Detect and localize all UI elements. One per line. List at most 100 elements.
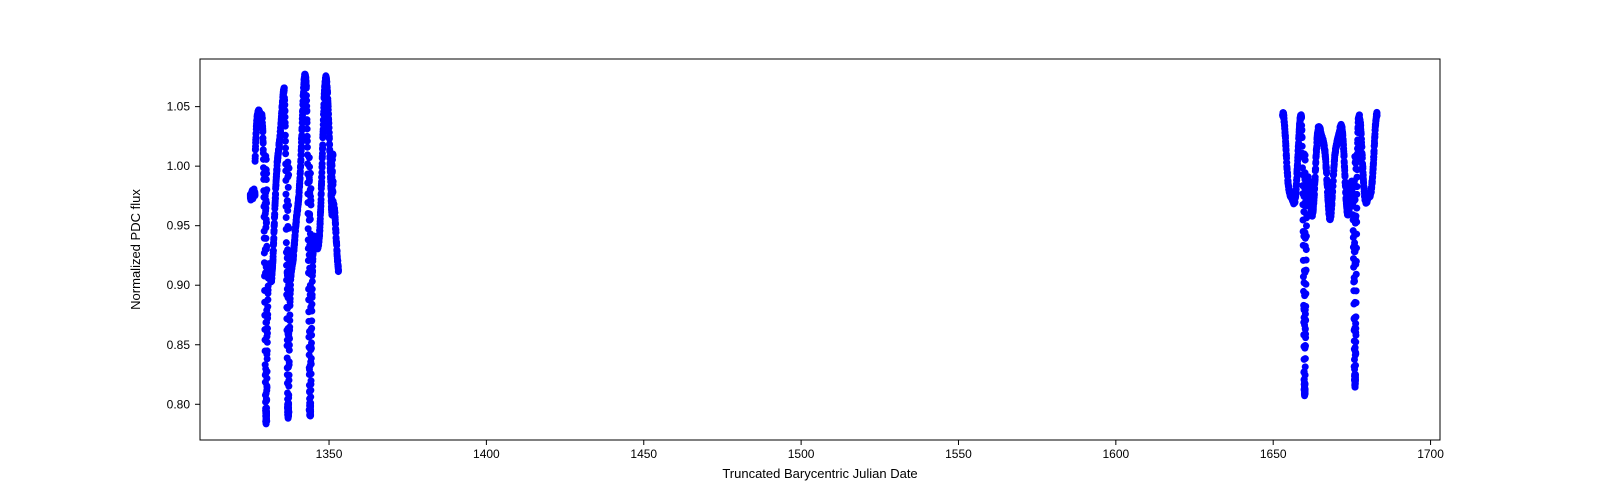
data-point bbox=[285, 408, 292, 415]
data-point bbox=[282, 138, 289, 145]
data-point bbox=[1351, 347, 1358, 354]
data-point bbox=[303, 108, 310, 115]
x-tick-label: 1600 bbox=[1102, 447, 1129, 461]
data-point bbox=[1302, 390, 1309, 397]
data-point bbox=[281, 84, 288, 91]
data-point bbox=[329, 191, 336, 198]
data-point bbox=[1301, 376, 1308, 383]
data-point bbox=[264, 296, 271, 303]
data-point bbox=[1298, 126, 1305, 133]
data-point bbox=[263, 397, 270, 404]
data-point bbox=[1351, 363, 1358, 370]
data-point bbox=[286, 311, 293, 318]
data-point bbox=[1301, 292, 1308, 299]
data-point bbox=[1352, 260, 1359, 267]
data-point bbox=[282, 191, 289, 198]
data-point bbox=[1351, 197, 1358, 204]
y-tick-label: 1.00 bbox=[167, 159, 191, 173]
data-point bbox=[285, 171, 292, 178]
data-point bbox=[285, 294, 292, 301]
data-point bbox=[307, 291, 314, 298]
data-point bbox=[1301, 314, 1308, 321]
data-point bbox=[1352, 213, 1359, 220]
data-point bbox=[1299, 143, 1306, 150]
data-point bbox=[263, 219, 270, 226]
data-point bbox=[262, 319, 269, 326]
data-point bbox=[282, 123, 289, 130]
data-point bbox=[307, 230, 314, 237]
data-point bbox=[307, 170, 314, 177]
data-point bbox=[264, 384, 271, 391]
x-tick-label: 1400 bbox=[473, 447, 500, 461]
data-point bbox=[306, 163, 313, 170]
data-point bbox=[1374, 112, 1381, 119]
data-point bbox=[285, 261, 292, 268]
data-point bbox=[263, 390, 270, 397]
data-point bbox=[1351, 181, 1358, 188]
data-point bbox=[304, 119, 311, 126]
data-point bbox=[304, 138, 311, 145]
data-point bbox=[285, 282, 292, 289]
data-point bbox=[306, 251, 313, 258]
data-point bbox=[1351, 153, 1358, 160]
data-point bbox=[1301, 267, 1308, 274]
data-point bbox=[262, 189, 269, 196]
data-point bbox=[263, 156, 270, 163]
data-point bbox=[307, 393, 314, 400]
x-axis-label: Truncated Barycentric Julian Date bbox=[722, 466, 917, 481]
data-point bbox=[1352, 332, 1359, 339]
data-point bbox=[262, 235, 269, 242]
data-point bbox=[1351, 316, 1358, 323]
data-point bbox=[308, 377, 315, 384]
y-tick-label: 0.90 bbox=[167, 278, 191, 292]
data-point bbox=[304, 125, 311, 132]
data-point bbox=[259, 128, 266, 135]
data-point bbox=[1302, 326, 1309, 333]
y-tick-label: 0.95 bbox=[167, 219, 191, 233]
x-tick-label: 1550 bbox=[945, 447, 972, 461]
data-point bbox=[1302, 355, 1309, 362]
data-point bbox=[307, 269, 314, 276]
data-point bbox=[284, 223, 291, 230]
data-point bbox=[1323, 170, 1330, 177]
data-point bbox=[285, 401, 292, 408]
data-point bbox=[1351, 326, 1358, 333]
data-point bbox=[1352, 220, 1359, 227]
data-point bbox=[1301, 175, 1308, 182]
y-axis-label: Normalized PDC flux bbox=[128, 189, 143, 310]
data-point bbox=[284, 305, 291, 312]
data-point bbox=[1302, 199, 1309, 206]
data-point bbox=[283, 239, 290, 246]
data-point bbox=[282, 150, 289, 157]
data-point bbox=[307, 282, 314, 289]
data-point bbox=[271, 211, 278, 218]
data-point bbox=[306, 190, 313, 197]
data-point bbox=[306, 176, 313, 183]
data-point bbox=[1351, 274, 1358, 281]
data-point bbox=[260, 140, 267, 147]
data-point bbox=[1301, 279, 1308, 286]
data-point bbox=[1303, 257, 1310, 264]
data-point bbox=[263, 351, 270, 358]
data-point bbox=[263, 176, 270, 183]
data-point bbox=[308, 317, 315, 324]
data-point bbox=[284, 197, 291, 204]
data-point bbox=[1302, 334, 1309, 341]
data-point bbox=[1301, 193, 1308, 200]
data-point bbox=[286, 372, 293, 379]
data-point bbox=[307, 346, 314, 353]
data-point bbox=[306, 407, 313, 414]
data-point bbox=[262, 365, 269, 372]
data-point bbox=[1352, 299, 1359, 306]
data-point bbox=[330, 152, 337, 159]
x-tick-label: 1350 bbox=[316, 447, 343, 461]
chart-svg: 135014001450150015501600165017000.800.85… bbox=[0, 0, 1600, 500]
lightcurve-chart: 135014001450150015501600165017000.800.85… bbox=[0, 0, 1600, 500]
data-point bbox=[306, 211, 313, 218]
data-point bbox=[307, 197, 314, 204]
data-point bbox=[263, 418, 270, 425]
y-tick-label: 0.80 bbox=[167, 397, 191, 411]
data-point bbox=[1312, 174, 1319, 181]
data-point bbox=[329, 210, 336, 217]
data-point bbox=[329, 169, 336, 176]
